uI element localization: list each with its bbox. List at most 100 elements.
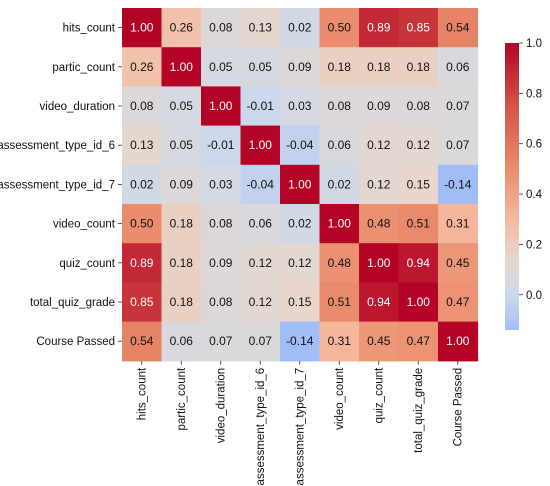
heatmap-cell: [438, 204, 479, 244]
cell-value-label: 0.18: [170, 217, 194, 231]
heatmap-cell: [359, 47, 400, 87]
cell-value-label: 0.02: [130, 177, 154, 191]
heatmap-cell: [398, 164, 439, 205]
cell-value-label: 0.48: [367, 217, 391, 231]
heatmap-cell: [398, 86, 439, 127]
heatmap-cell: [240, 282, 281, 323]
cell-value-label: 0.02: [288, 21, 312, 35]
heatmap-cell: [280, 125, 321, 166]
heatmap-cell: [359, 8, 400, 48]
column-label: assessment_type_id_7: [295, 368, 307, 486]
cell-value-label: 0.08: [328, 99, 352, 113]
cell-value-label: 0.05: [170, 99, 194, 113]
cell-value-label: 0.12: [367, 138, 391, 152]
heatmap-cell: [438, 125, 479, 166]
row-label: video_count: [53, 219, 116, 231]
heatmap-cell: [161, 164, 202, 205]
row-label: video_duration: [40, 101, 115, 113]
heatmap-cell: [280, 8, 321, 48]
column-label: Course Passed: [453, 368, 465, 447]
colorbar-tick-label: 0.8: [526, 88, 542, 100]
heatmap-cell: [438, 243, 479, 283]
heatmap-cell: [359, 164, 400, 205]
heatmap-cell: [398, 125, 439, 166]
cell-value-label: 0.09: [288, 60, 312, 74]
cell-value-label: 0.09: [209, 256, 233, 270]
row-label: Course Passed: [36, 336, 115, 348]
heatmap-cell: [280, 164, 321, 205]
row-label: partic_count: [52, 62, 115, 74]
cell-value-label: 1.00: [367, 256, 391, 270]
heatmap-cell: [161, 47, 202, 87]
cell-value-label: 0.31: [446, 217, 470, 231]
cell-value-label: 0.26: [170, 21, 194, 35]
heatmap-cell: [280, 243, 321, 283]
row-label: assessment_type_id_6: [0, 140, 115, 152]
heatmap-cell: [201, 321, 242, 362]
colorbar-tick-label: 1.0: [526, 38, 542, 50]
cell-value-label: 0.06: [446, 60, 470, 74]
row-label: quiz_count: [59, 258, 115, 270]
heatmap-cell: [398, 243, 439, 283]
cell-value-label: 0.05: [170, 138, 194, 152]
cell-value-label: 0.51: [328, 295, 352, 309]
cell-value-label: 1.00: [288, 177, 312, 191]
heatmap-cell: [438, 8, 479, 48]
cell-value-label: 0.06: [249, 217, 273, 231]
cell-value-label: 0.12: [249, 295, 273, 309]
heatmap-cell: [161, 282, 202, 323]
heatmap-cell: [359, 125, 400, 166]
cell-value-label: 0.06: [328, 138, 352, 152]
cell-value-label: 0.85: [130, 295, 154, 309]
cell-value-label: 0.47: [446, 295, 470, 309]
cell-value-label: 0.08: [407, 99, 431, 113]
heatmap-cell: [438, 164, 479, 205]
cell-value-label: 1.00: [130, 21, 154, 35]
heatmap-cell: [438, 282, 479, 323]
cell-value-label: 0.12: [367, 177, 391, 191]
cell-value-label: 0.09: [367, 99, 391, 113]
column-label: assessment_type_id_6: [255, 368, 267, 486]
heatmap-cell: [319, 47, 360, 87]
heatmap-cell: [319, 164, 360, 205]
heatmap-cell: [319, 125, 360, 166]
heatmap-cell: [240, 8, 281, 48]
colorbar-tick-label: 0.4: [526, 189, 543, 201]
column-label: video_count: [334, 367, 346, 430]
heatmap-cell: [201, 204, 242, 244]
colorbar-tick-label: 0.6: [526, 139, 542, 151]
heatmap-cell: [438, 86, 479, 127]
cell-value-label: 0.07: [209, 334, 233, 348]
cell-value-label: 1.00: [328, 217, 352, 231]
heatmap-cell: [359, 282, 400, 323]
row-label: hits_count: [63, 23, 116, 35]
cell-value-label: 0.03: [209, 177, 233, 191]
heatmap-cell: [201, 8, 242, 48]
column-label: partic_count: [176, 367, 188, 430]
heatmap-cell: [122, 204, 163, 244]
cell-value-label: 0.31: [328, 334, 352, 348]
cell-value-label: -0.14: [444, 177, 472, 191]
heatmap-cell: [280, 204, 321, 244]
cell-value-label: 0.05: [249, 60, 273, 74]
heatmap-cell: [201, 282, 242, 323]
column-label: video_duration: [216, 368, 228, 443]
heatmap-cell: [280, 86, 321, 127]
cell-value-label: 0.12: [407, 138, 431, 152]
heatmap-cell: [398, 282, 439, 323]
heatmap-cell: [280, 47, 321, 87]
row-label: total_quiz_grade: [30, 297, 115, 309]
heatmap-cell: [398, 321, 439, 362]
column-label: total_quiz_grade: [413, 368, 425, 453]
cell-value-label: -0.04: [286, 138, 314, 152]
colorbar: [505, 43, 519, 330]
cell-value-label: 0.94: [407, 256, 431, 270]
cell-value-label: 0.45: [367, 334, 391, 348]
cell-value-label: 0.89: [367, 21, 391, 35]
cell-value-label: 0.15: [288, 295, 312, 309]
cell-value-label: 0.08: [209, 21, 233, 35]
heatmap-cell: [240, 204, 281, 244]
heatmap-cell: [122, 282, 163, 323]
cell-value-label: 0.26: [130, 60, 154, 74]
cell-value-label: 1.00: [249, 138, 273, 152]
